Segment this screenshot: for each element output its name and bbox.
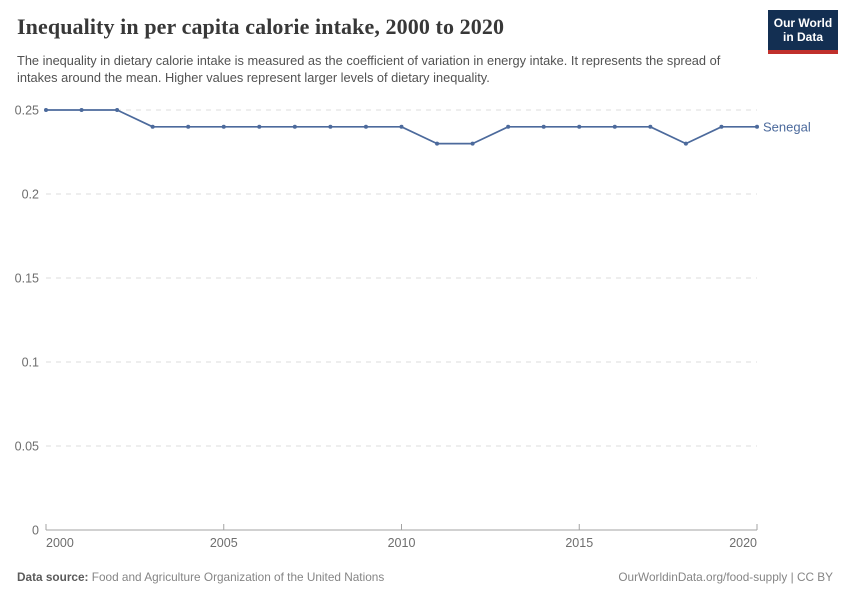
y-tick-label-0.2: 0.2 [22, 188, 39, 202]
data-point-2010[interactable] [399, 124, 404, 129]
owid-logo-text-line1: Our World [773, 16, 833, 30]
data-source: Data source: Food and Agriculture Organi… [17, 570, 384, 584]
data-point-2014[interactable] [541, 124, 546, 129]
data-source-label: Data source: [17, 570, 89, 584]
data-point-2012[interactable] [470, 141, 475, 146]
x-tick-label-2010: 2010 [388, 536, 416, 550]
data-point-2003[interactable] [150, 124, 155, 129]
data-source-value: Food and Agriculture Organization of the… [91, 570, 385, 584]
owid-logo-text-line2: in Data [782, 30, 823, 45]
data-point-2019[interactable] [719, 124, 724, 129]
y-tick-label-0: 0 [32, 524, 39, 538]
y-tick-label-0.15: 0.15 [15, 272, 39, 286]
data-point-2016[interactable] [612, 124, 617, 129]
y-tick-label-0.1: 0.1 [22, 356, 39, 370]
x-tick-label-2005: 2005 [210, 536, 238, 550]
data-point-2013[interactable] [506, 124, 511, 129]
y-tick-label-0.05: 0.05 [15, 440, 39, 454]
data-point-2000[interactable] [44, 108, 48, 112]
y-tick-label-0.25: 0.25 [15, 104, 39, 118]
owid-logo[interactable]: Our World in Data [768, 10, 838, 54]
data-point-2011[interactable] [435, 141, 440, 146]
x-tick-label-2015: 2015 [565, 536, 593, 550]
chart-footer: Data source: Food and Agriculture Organi… [17, 570, 833, 584]
data-point-2008[interactable] [328, 124, 333, 129]
x-tick-label-2000: 2000 [46, 536, 74, 550]
data-point-2005[interactable] [221, 124, 226, 129]
data-point-2006[interactable] [257, 124, 262, 129]
x-tick-label-2020: 2020 [729, 536, 757, 550]
data-point-2020[interactable] [755, 124, 759, 129]
attribution[interactable]: OurWorldinData.org/food-supply | CC BY [618, 570, 833, 584]
data-point-2004[interactable] [186, 124, 191, 129]
data-point-2017[interactable] [648, 124, 653, 129]
series-label-senegal[interactable]: Senegal [763, 119, 811, 134]
chart-subtitle: The inequality in dietary calorie intake… [17, 53, 721, 86]
data-point-2015[interactable] [577, 124, 582, 129]
data-point-2002[interactable] [115, 108, 120, 112]
data-point-2009[interactable] [363, 124, 368, 129]
data-point-2007[interactable] [292, 124, 297, 129]
data-point-2018[interactable] [683, 141, 688, 146]
page-title: Inequality in per capita calorie intake,… [17, 14, 505, 39]
data-point-2001[interactable] [79, 108, 84, 112]
